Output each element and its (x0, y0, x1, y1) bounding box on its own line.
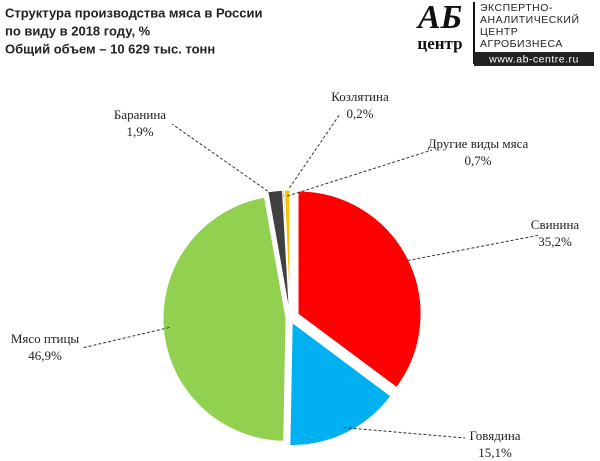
slice-label: Свинина (531, 217, 580, 232)
value-label: 15,1% (478, 445, 512, 460)
value-label: 46,9% (28, 348, 62, 363)
chart-title: по виду в 2018 году, % (5, 23, 151, 38)
leader-line (81, 327, 170, 349)
logo-line: ЭКСПЕРТНО- (480, 2, 553, 14)
leader-line (402, 234, 541, 262)
logo-url: www.ab-centre.ru (488, 53, 579, 65)
leader-line (343, 427, 466, 439)
logo-line: АГРОБИЗНЕСА (480, 38, 563, 50)
slice-label: Козлятина (331, 89, 389, 104)
slice-label: Мясо птицы (11, 331, 80, 346)
value-label: 1,9% (126, 124, 153, 139)
chart-title: Общий объем – 10 629 тыс. тонн (5, 41, 215, 56)
value-label: 35,2% (538, 234, 572, 249)
pie-slice (297, 190, 422, 389)
logo-line: АНАЛИТИЧЕСКИЙ (480, 13, 580, 26)
pie-slice (283, 189, 291, 314)
logo-line: ЦЕНТР (480, 26, 518, 38)
value-label: 0,2% (346, 106, 373, 121)
slice-label: Говядина (469, 428, 520, 443)
logo-mark: АБ (416, 0, 462, 36)
slice-label: Другие виды мяса (428, 136, 529, 151)
slice-label: Баранина (114, 107, 166, 122)
pie-slice (162, 196, 287, 442)
leader-line (283, 113, 341, 197)
leader-line (287, 149, 433, 197)
logo: АБ центр ЭКСПЕРТНО- АНАЛИТИЧЕСКИЙ ЦЕНТР … (416, 0, 594, 66)
value-label: 0,7% (464, 153, 491, 168)
logo-bar (474, 52, 594, 66)
pie-slice (289, 321, 392, 446)
chart-title: Структура производства мяса в России (5, 5, 263, 20)
logo-sub: центр (417, 34, 462, 53)
leader-line (171, 123, 277, 198)
